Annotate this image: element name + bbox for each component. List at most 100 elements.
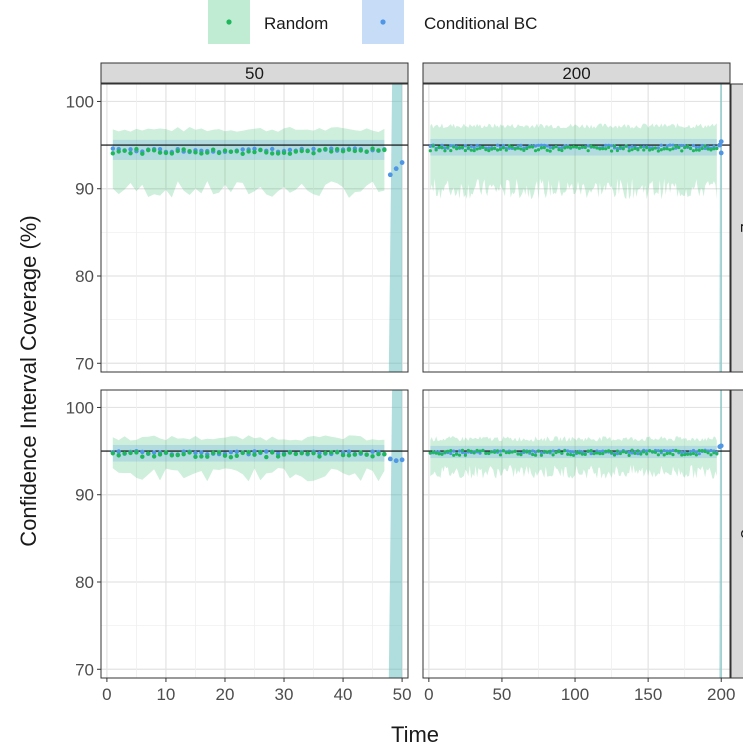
conditional-point [193, 450, 198, 456]
random-point [275, 151, 281, 156]
random-point [636, 148, 640, 152]
random-point [630, 448, 634, 452]
conditional-point [264, 449, 269, 454]
random-point [536, 148, 541, 152]
conditional-point [665, 449, 669, 453]
random-point [181, 451, 186, 457]
random-point [607, 145, 611, 149]
random-point [264, 454, 269, 460]
random-point [434, 451, 438, 455]
random-point [228, 149, 234, 154]
random-point [583, 145, 587, 150]
random-point [574, 145, 579, 149]
random-point [650, 450, 655, 454]
random-point [460, 448, 465, 452]
random-point [193, 454, 198, 460]
random-point [671, 147, 675, 151]
random-point [712, 147, 716, 151]
random-point [566, 452, 570, 456]
conditional-point [566, 449, 570, 453]
conditional-point [449, 144, 453, 148]
random-point [554, 450, 558, 455]
panel [101, 390, 408, 678]
conditional-point [110, 146, 116, 151]
conditional-point [665, 144, 669, 148]
random-point [624, 450, 628, 455]
random-point [281, 150, 287, 156]
random-point [577, 451, 582, 455]
random-point [592, 452, 596, 456]
facet-strip-col-label: 50 [245, 64, 264, 83]
random-point [609, 450, 614, 454]
random-point [234, 453, 239, 458]
random-point [563, 146, 567, 150]
random-point [222, 453, 228, 458]
random-point [440, 452, 444, 456]
random-point [493, 450, 497, 454]
random-point [334, 146, 340, 152]
random-point [510, 145, 514, 149]
random-point [258, 147, 263, 153]
random-point [370, 454, 375, 459]
x-tick-label: 200 [707, 685, 735, 704]
random-point [434, 148, 438, 152]
random-point [703, 144, 707, 148]
conditional-point [683, 450, 687, 454]
random-point [128, 450, 133, 456]
random-point [466, 146, 470, 150]
random-point [528, 145, 532, 149]
conditional-point [656, 146, 660, 150]
conditional-point [560, 145, 564, 150]
legend-dot [226, 19, 232, 25]
random-point [455, 452, 459, 456]
conditional-point [495, 143, 500, 147]
random-point [323, 146, 328, 152]
random-point [560, 148, 564, 153]
random-point [299, 148, 304, 154]
random-point [513, 449, 517, 454]
random-point [293, 149, 299, 154]
conditional-point [463, 144, 467, 148]
panel-border [422, 389, 731, 679]
random-point [566, 145, 570, 149]
random-point [498, 147, 503, 151]
random-point [472, 451, 476, 455]
random-point [487, 451, 491, 455]
conditional-point [604, 143, 608, 147]
random-point [507, 144, 511, 148]
random-point [443, 149, 447, 153]
random-point [653, 146, 658, 150]
legend-label: Random [264, 14, 328, 33]
random-point [700, 146, 704, 151]
conditional-point [636, 452, 640, 456]
random-point [457, 146, 462, 150]
random-point [639, 145, 643, 149]
random-point [612, 144, 617, 148]
conditional-point [270, 146, 275, 152]
random-point [466, 448, 470, 453]
random-point [449, 449, 453, 453]
random-point [668, 451, 672, 455]
random-point [595, 451, 599, 455]
x-tick-label: 150 [634, 685, 662, 704]
random-point [299, 450, 304, 456]
random-point [490, 450, 494, 454]
conditional-point [346, 449, 352, 454]
random-point [455, 147, 459, 151]
conditional-point [680, 450, 684, 454]
random-point [615, 449, 620, 453]
random-ci-band [430, 436, 717, 479]
random-point [577, 146, 582, 150]
random-point [609, 149, 614, 153]
random-point [636, 449, 640, 453]
random-point [501, 449, 506, 453]
random-point [311, 150, 316, 156]
random-ci-band [112, 127, 385, 198]
random-point [513, 147, 517, 151]
conditional-spike-band [719, 390, 722, 678]
random-point [604, 449, 608, 453]
random-point [688, 146, 693, 151]
random-point [615, 148, 620, 153]
random-point [228, 454, 234, 460]
random-point [382, 451, 387, 457]
